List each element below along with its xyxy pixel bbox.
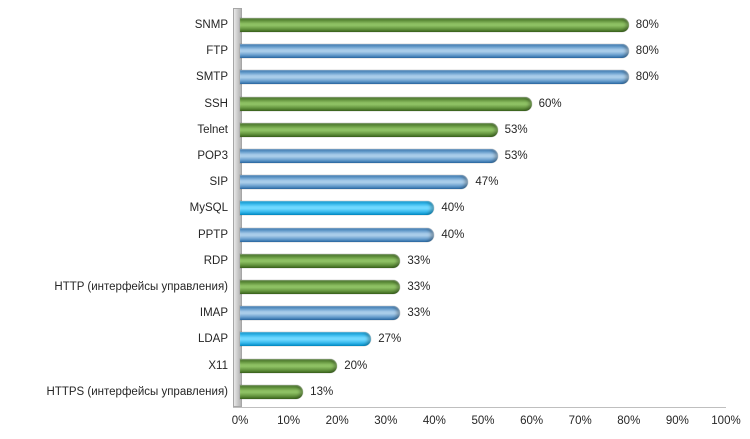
bar-track: 40% xyxy=(240,201,726,216)
category-label: SIP xyxy=(209,176,228,189)
value-label: 20% xyxy=(344,359,368,372)
bar-track: 53% xyxy=(240,122,726,137)
value-label: 80% xyxy=(635,45,659,58)
category-label: SMTP xyxy=(196,71,228,84)
bar-track: 40% xyxy=(240,227,726,242)
category-label: SNMP xyxy=(194,19,228,32)
bar-row: HTTPS (интерфейсы управления) 13% xyxy=(0,380,726,404)
value-label: 80% xyxy=(635,71,659,84)
bar-track: 33% xyxy=(240,253,726,268)
x-axis: 0% 10% 20% 30% 40% 50% 60% 70% 80% 90% 100% xyxy=(232,415,741,431)
x-axis-tick: 70% xyxy=(568,415,592,427)
value-label: 40% xyxy=(441,228,465,241)
category-label: FTP xyxy=(206,45,228,58)
bar-row: Telnet 53% xyxy=(0,118,726,142)
x-axis-tick: 40% xyxy=(422,415,446,427)
x-axis-tick: 10% xyxy=(277,415,301,427)
bar-row: SSH 60% xyxy=(0,92,726,116)
value-label: 33% xyxy=(407,254,431,267)
value-label: 53% xyxy=(504,123,528,136)
value-label: 80% xyxy=(635,19,659,32)
x-axis-tick: 50% xyxy=(471,415,495,427)
x-axis-tick: 20% xyxy=(325,415,349,427)
category-label: MySQL xyxy=(189,202,228,215)
bar-track: 80% xyxy=(240,44,726,59)
category-label: POP3 xyxy=(197,150,228,163)
category-label: HTTPS (интерфейсы управления) xyxy=(46,385,228,398)
bar-track: 20% xyxy=(240,358,726,373)
bar xyxy=(240,384,304,399)
bar xyxy=(240,358,338,373)
value-label: 13% xyxy=(310,385,334,398)
bar-track: 13% xyxy=(240,384,726,399)
bar xyxy=(240,253,401,268)
bar xyxy=(240,306,401,321)
x-axis-tick: 80% xyxy=(617,415,641,427)
value-label: 40% xyxy=(441,202,465,215)
bar-track: 80% xyxy=(240,70,726,85)
bar-row: PPTP 40% xyxy=(0,223,726,247)
x-axis-tick: 0% xyxy=(231,415,249,427)
bar xyxy=(240,175,469,190)
bar-track: 80% xyxy=(240,18,726,33)
category-label: Telnet xyxy=(197,123,228,136)
value-label: 27% xyxy=(378,333,402,346)
bar xyxy=(240,18,629,33)
value-label: 47% xyxy=(475,176,499,189)
x-axis-line xyxy=(233,407,726,408)
bar-row: RDP 33% xyxy=(0,249,726,273)
bar-row: MySQL 40% xyxy=(0,196,726,220)
bar-row: FTP 80% xyxy=(0,39,726,63)
bar-row: HTTP (интерфейсы управления) 33% xyxy=(0,275,726,299)
bar-track: 33% xyxy=(240,306,726,321)
bar-track: 60% xyxy=(240,96,726,111)
bar xyxy=(240,44,629,59)
bar xyxy=(240,70,629,85)
category-label: X11 xyxy=(208,359,228,372)
bar xyxy=(240,122,498,137)
category-label: SSH xyxy=(204,97,228,110)
value-label: 60% xyxy=(538,97,562,110)
bar-track: 33% xyxy=(240,279,726,294)
bar xyxy=(240,149,498,164)
category-label: IMAP xyxy=(199,307,228,320)
bar-row: IMAP 33% xyxy=(0,301,726,325)
bar-row: SNMP 80% xyxy=(0,13,726,37)
bar-row: SIP 47% xyxy=(0,170,726,194)
category-label: HTTP (интерфейсы управления) xyxy=(54,280,228,293)
category-label: PPTP xyxy=(197,228,228,241)
x-axis-tick: 100% xyxy=(711,415,741,427)
x-axis-tick: 60% xyxy=(520,415,544,427)
bar xyxy=(240,96,532,111)
bar xyxy=(240,332,372,347)
bar-track: 53% xyxy=(240,149,726,164)
bar-row: X11 20% xyxy=(0,354,726,378)
category-label: RDP xyxy=(203,254,228,267)
bar xyxy=(240,201,435,216)
bar-track: 27% xyxy=(240,332,726,347)
x-axis-tick: 90% xyxy=(665,415,689,427)
plot-area: SNMP 80% FTP 80% SMTP 80% SSH 60% Telnet 53% POP3 5… xyxy=(0,12,726,405)
category-label: LDAP xyxy=(197,333,228,346)
x-axis-tick: 30% xyxy=(374,415,398,427)
value-label: 53% xyxy=(504,150,528,163)
bar-row: LDAP 27% xyxy=(0,327,726,351)
bar-row: POP3 53% xyxy=(0,144,726,168)
bar-track: 47% xyxy=(240,175,726,190)
bar-row: SMTP 80% xyxy=(0,65,726,89)
value-label: 33% xyxy=(407,307,431,320)
bar xyxy=(240,279,401,294)
value-label: 33% xyxy=(407,280,431,293)
bar xyxy=(240,227,435,242)
